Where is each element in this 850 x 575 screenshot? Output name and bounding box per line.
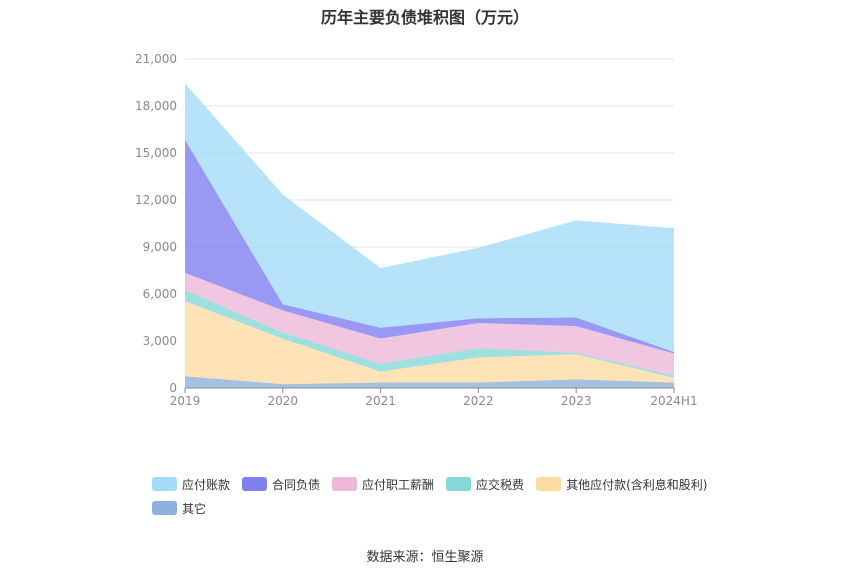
legend-label: 应付账款 xyxy=(182,477,231,492)
legend-swatch xyxy=(152,477,177,491)
y-tick-label: 21,000 xyxy=(135,52,177,66)
legend-item[interactable]: 应付职工薪酬 xyxy=(332,472,434,496)
x-tick-label: 2019 xyxy=(170,394,201,408)
chart-title: 历年主要负债堆积图（万元） xyxy=(320,8,529,27)
x-tick-label: 2021 xyxy=(365,394,396,408)
legend-swatch xyxy=(242,477,268,491)
area-series-应交税费[interactable] xyxy=(185,290,674,378)
legend-item[interactable]: 其它 xyxy=(152,496,206,520)
axes: 0 3,000 6,000 9,000 12,000 15,000 18,000 21,000… xyxy=(135,52,698,408)
legend-swatch xyxy=(536,477,562,491)
legend-label: 应交税费 xyxy=(476,477,525,492)
area-series-其它[interactable] xyxy=(185,376,674,388)
legend-item[interactable]: 其他应付款(含利息和股利) xyxy=(536,472,707,496)
y-tick-label: 18,000 xyxy=(135,99,177,113)
source-note: 数据来源：恒生聚源 xyxy=(366,550,484,565)
legend-swatch xyxy=(152,501,177,515)
legend-label: 其它 xyxy=(182,501,207,516)
y-tick-label: 12,000 xyxy=(135,193,177,207)
legend-label: 应付职工薪酬 xyxy=(362,477,435,492)
y-tick-label: 6,000 xyxy=(143,287,177,301)
x-tick-label: 2024H1 xyxy=(650,394,697,408)
legend-swatch xyxy=(332,477,358,491)
legend-swatch xyxy=(446,477,472,491)
legend-label: 合同负债 xyxy=(272,477,321,492)
legend-label: 其他应付款(含利息和股利) xyxy=(566,477,708,492)
y-tick-label: 15,000 xyxy=(135,146,177,160)
legend-item[interactable]: 合同负债 xyxy=(242,472,320,496)
area-series-应付职工薪酬[interactable] xyxy=(185,272,674,376)
legend-item[interactable]: 应付账款 xyxy=(152,472,230,496)
y-tick-label: 3,000 xyxy=(143,334,177,348)
area-series-其他应付款(含利息和股利)[interactable] xyxy=(185,301,674,385)
y-tick-label: 0 xyxy=(169,381,177,395)
stacked-areas xyxy=(185,83,674,388)
x-tick-label: 2020 xyxy=(268,394,299,408)
x-tick-label: 2022 xyxy=(463,394,494,408)
y-tick-label: 9,000 xyxy=(143,240,177,254)
legend: 应付账款 合同负债 应付职工薪酬 应交税费 其他应付款(含利息和股利) 其它 xyxy=(152,472,752,520)
x-tick-label: 2023 xyxy=(561,394,592,408)
area-series-应付账款[interactable] xyxy=(185,83,674,353)
legend-item[interactable]: 应交税费 xyxy=(446,472,524,496)
